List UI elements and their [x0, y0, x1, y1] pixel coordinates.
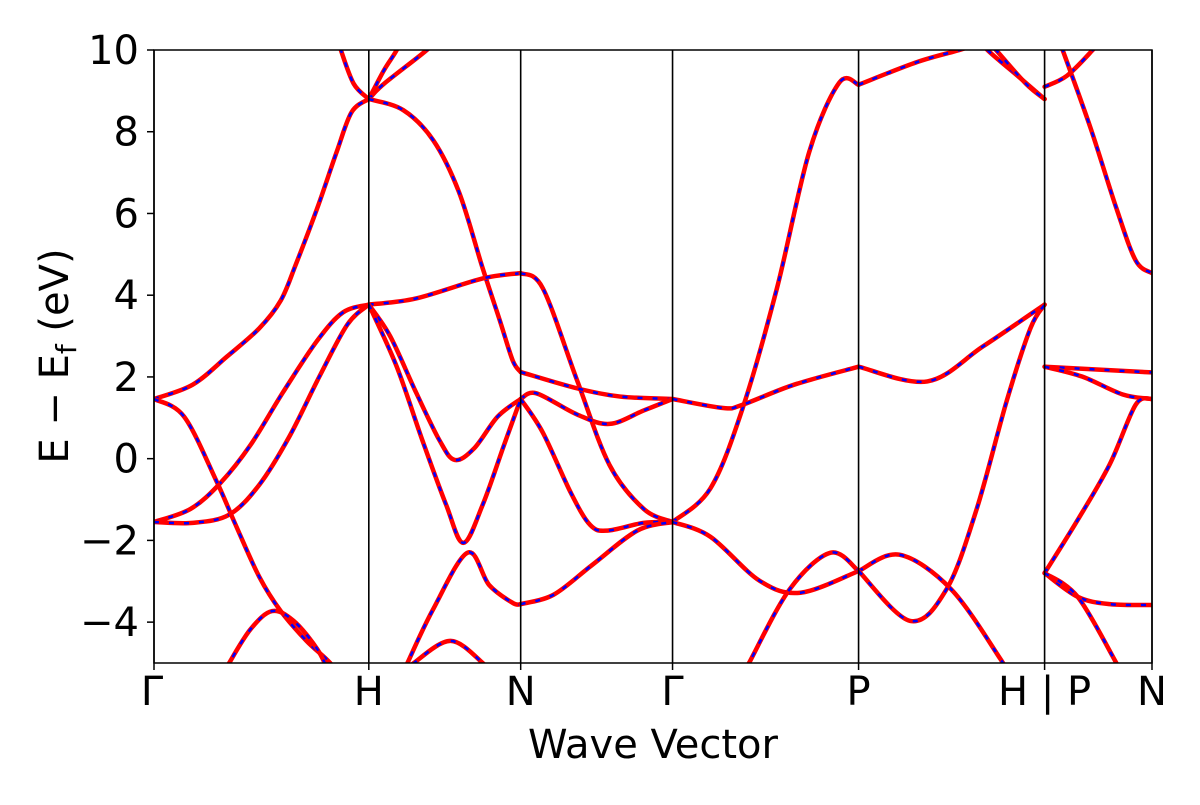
- plot-frame: [153, 49, 1153, 664]
- band-14-blue-dashed: [519, 271, 674, 524]
- band-0-blue-dashed: [154, 97, 370, 401]
- x-tick-label: N: [506, 669, 536, 715]
- band-11-red-solid: [366, 302, 523, 546]
- band-10-blue-dashed: [367, 303, 522, 462]
- band-32-blue-dashed: [1044, 365, 1152, 401]
- y-tick-label: −2: [80, 518, 139, 564]
- band-19-blue-dashed: [671, 76, 860, 523]
- y-tick-label: 4: [114, 273, 139, 319]
- band-6-red-solid: [366, 50, 400, 102]
- x-tick-label: H: [354, 669, 384, 715]
- band-15-red-solid: [518, 369, 675, 402]
- x-axis-ticks: Γ H N Γ P H | P N: [141, 663, 1167, 715]
- band-30-blue-dashed: [1061, 50, 1152, 275]
- band-19-red-solid: [670, 75, 861, 525]
- y-axis-label-subscript: f: [50, 343, 83, 354]
- y-tick-label: 0: [114, 437, 139, 483]
- band-16-blue-dashed: [520, 391, 674, 426]
- band-25-blue-dashed: [994, 50, 1046, 101]
- band-29-red-solid: [1042, 50, 1096, 90]
- band-30-red-solid: [1060, 50, 1152, 276]
- band-7-blue-dashed: [367, 50, 429, 100]
- band-35-blue-dashed: [1043, 572, 1118, 663]
- x-tick-label: Γ: [661, 669, 684, 715]
- y-axis-label-unit: (eV): [32, 248, 78, 344]
- x-axis-label: Wave Vector: [528, 722, 779, 768]
- band-12-red-solid: [405, 550, 523, 663]
- band-27-red-solid: [856, 552, 1006, 663]
- band-27-blue-dashed: [858, 553, 1005, 663]
- band-20-blue-dashed: [672, 365, 859, 410]
- band-1-blue-dashed: [154, 303, 370, 524]
- band-8-red-solid: [366, 96, 523, 375]
- band-22-blue-dashed: [747, 551, 860, 663]
- band-26-blue-dashed: [858, 303, 1046, 384]
- band-1-red-solid: [154, 302, 372, 525]
- y-axis-label-main: E − E: [32, 354, 78, 464]
- band-28-red-solid: [856, 302, 1047, 624]
- y-axis-ticks: −4 −2 0 2 4 6 8 10: [80, 28, 154, 646]
- band-lines: [154, 50, 1152, 663]
- x-tick-label: N: [1137, 669, 1167, 715]
- band-18-red-solid: [518, 519, 675, 607]
- band-2-blue-dashed: [154, 303, 370, 525]
- band-6-blue-dashed: [367, 50, 399, 100]
- band-13-red-solid: [410, 638, 486, 663]
- y-tick-label: 6: [114, 191, 139, 237]
- band-34-blue-dashed: [1043, 572, 1152, 607]
- band-0-red-solid: [154, 96, 372, 402]
- band-2-red-solid: [154, 302, 372, 526]
- y-tick-label: 8: [114, 110, 139, 156]
- band-21-blue-dashed: [672, 520, 860, 595]
- band-12-blue-dashed: [406, 551, 521, 663]
- band-5-blue-dashed: [339, 50, 370, 100]
- band-8-blue-dashed: [368, 97, 522, 373]
- y-axis-label: E − Ef (eV): [32, 248, 83, 463]
- band-17-red-solid: [518, 396, 675, 533]
- band-4-red-solid: [226, 608, 328, 663]
- x-tick-label: Γ: [141, 669, 164, 715]
- y-tick-label: −4: [80, 600, 139, 646]
- band-4-blue-dashed: [227, 609, 327, 663]
- band-33-blue-dashed: [1043, 396, 1152, 574]
- y-tick-label: 10: [88, 28, 139, 74]
- y-tick-label: 2: [114, 355, 139, 401]
- band-9-blue-dashed: [368, 271, 521, 306]
- band-34-red-solid: [1042, 570, 1152, 608]
- band-31-blue-dashed: [1044, 365, 1152, 374]
- band-18-blue-dashed: [520, 520, 673, 606]
- band-24-blue-dashed: [985, 50, 1046, 100]
- x-tick-label: H | P: [998, 669, 1091, 715]
- band-23-red-solid: [856, 50, 967, 87]
- band-22-red-solid: [746, 550, 861, 663]
- band-25-red-solid: [993, 50, 1047, 102]
- band-28-blue-dashed: [857, 303, 1046, 623]
- band-5-red-solid: [338, 50, 372, 102]
- band-10-red-solid: [366, 302, 523, 463]
- x-tick-label: P: [847, 669, 871, 715]
